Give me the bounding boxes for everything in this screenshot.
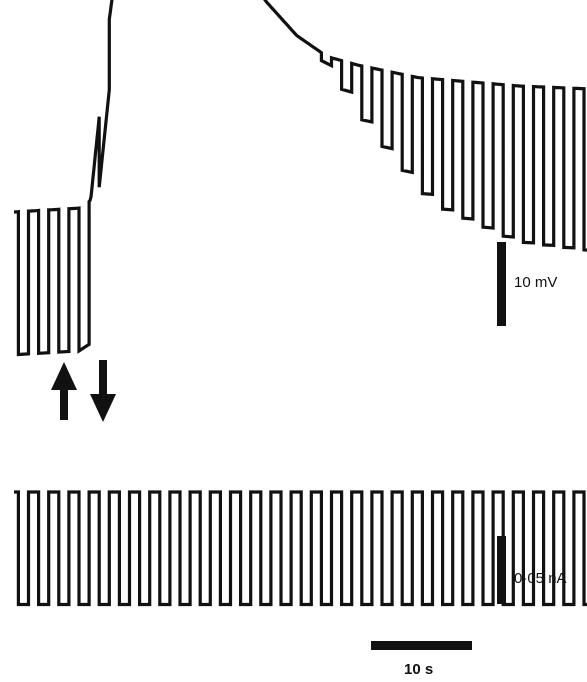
voltage-trace [14,0,587,357]
current-scale-bar [497,536,506,604]
current-scale-label: 0·05 nA [514,570,567,587]
arrow-down-icon [90,360,116,422]
time-scale-label: 10 s [404,661,433,678]
current-trace [14,490,587,607]
voltage-panel: 10 mV [14,0,587,422]
voltage-scale-bar [497,242,506,326]
time-scale-bar [371,641,472,650]
arrow-up-icon [51,362,77,420]
current-panel: 0·05 nA [14,490,587,607]
voltage-scale-label: 10 mV [514,274,557,291]
stimulus-arrows [51,360,116,422]
time-scale: 10 s [371,641,472,678]
